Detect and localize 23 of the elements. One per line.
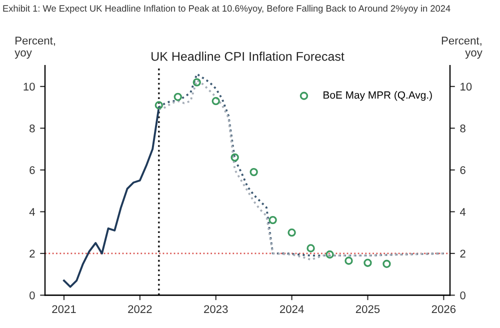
y-tick-label: 4 xyxy=(29,208,35,216)
y2-tick-label: 2 xyxy=(460,250,466,258)
chart-subtitle: UK Headline CPI Inflation Forecast xyxy=(152,52,344,61)
chart-title: Exhibit 1: We Expect UK Headline Inflation to Peak at 10.6%yoy, Before Falling Back to Around 2%yoy in 2024 xyxy=(3,4,450,14)
y-tick-label: 0 xyxy=(30,291,35,300)
legend-label: BoE May MPR (Q.Avg.) xyxy=(324,91,432,101)
y2-tick-label: 8 xyxy=(460,124,466,132)
x-tick-label: 2022 xyxy=(128,305,152,314)
y2-axis-title: Percent, yoy xyxy=(442,36,482,59)
y2-tick-label: 6 xyxy=(460,166,466,174)
y2-tick-label: 0 xyxy=(460,291,466,300)
x-tick-label: 2026 xyxy=(432,305,456,314)
x-tick-label: 2021 xyxy=(52,305,76,314)
x-tick-label: 2025 xyxy=(356,305,380,314)
y-axis-title: Percent, yoy xyxy=(14,36,56,59)
y-tick-label: 6 xyxy=(30,166,35,174)
y-tick-label: 8 xyxy=(30,124,35,132)
y2-tick-label: 10 xyxy=(460,82,472,91)
y-tick-label: 2 xyxy=(30,250,35,258)
y-tick-label: 10 xyxy=(24,82,35,91)
y2-tick-label: 4 xyxy=(460,208,466,216)
x-tick-label: 2024 xyxy=(280,305,304,314)
x-tick-label: 2023 xyxy=(204,305,228,314)
